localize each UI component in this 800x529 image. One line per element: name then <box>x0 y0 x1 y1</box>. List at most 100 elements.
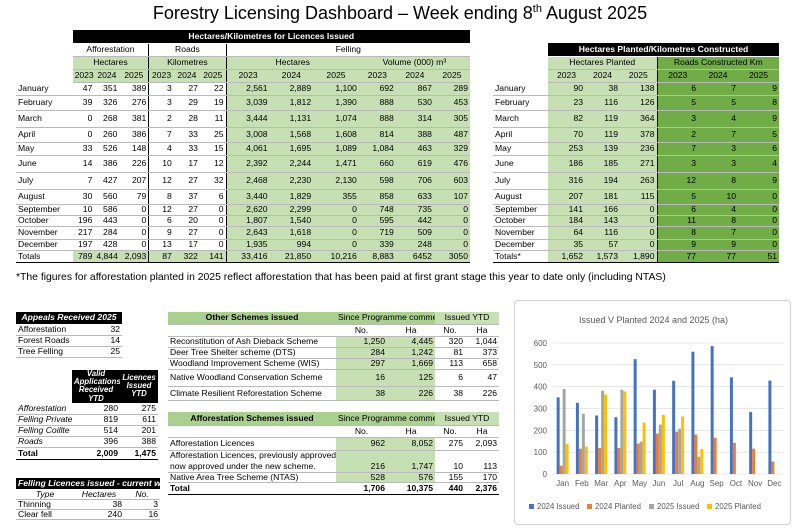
app-type: Roads <box>16 436 72 448</box>
month-row: April 0 260 386 7 33 25 3,008 1,568 1,608 814 388 48… <box>16 127 470 143</box>
cell-value: 57 <box>585 239 620 251</box>
col-ha: Ha <box>465 324 500 337</box>
cell-value: 660 <box>358 155 396 173</box>
felling-hectares: 38 <box>74 499 124 510</box>
scheme-ha: 125 <box>387 369 436 387</box>
cell-value: 0 <box>119 215 149 227</box>
month-label: April <box>16 127 73 143</box>
app-type: Felling Coillte <box>16 425 72 437</box>
month-row: December 197 428 0 13 17 0 1,935 994 0 339 248 0 <box>16 239 470 251</box>
year-header: 2023 <box>148 69 174 83</box>
cell-value: 0 <box>72 127 95 143</box>
cell-value: 3 <box>698 142 738 156</box>
cell-value: 184 <box>548 215 585 227</box>
cell-value: 1,084 <box>358 142 396 156</box>
group-roads: Roads <box>148 43 227 57</box>
col-ha: Ha <box>387 324 436 337</box>
cell-value: 9 <box>738 82 780 96</box>
cell-value: 1,131 <box>269 110 314 128</box>
year-header: 2023 <box>656 69 698 83</box>
scheme-ha: 576 <box>387 472 436 483</box>
cell-value: 8 <box>698 172 738 190</box>
cell-value: 888 <box>358 95 396 111</box>
cell-value: 428 <box>94 239 120 251</box>
cell-value: 487 <box>433 127 470 143</box>
cell-value: 226 <box>119 155 149 173</box>
cell-value: 2 <box>148 110 174 128</box>
month-row: December 35 57 0 9 9 0 <box>493 239 780 251</box>
cell-value: 0 <box>738 204 780 216</box>
cell-value: 719 <box>358 226 396 240</box>
month-row: October 196 443 0 6 20 0 1,807 1,540 0 595 442 0 <box>16 215 470 227</box>
x-tick-label: Apr <box>614 479 627 488</box>
appeal-label: Forest Roads <box>16 335 88 347</box>
bar <box>636 443 640 474</box>
y-tick-label: 200 <box>534 426 548 435</box>
bar <box>697 456 701 474</box>
total-value: 141 <box>199 249 227 263</box>
cell-value: 3,444 <box>225 110 270 128</box>
bar <box>642 422 646 474</box>
cell-value: 1,695 <box>269 142 314 156</box>
scheme-total-ytd-no: 440 <box>435 481 466 495</box>
month-row: November 217 284 0 9 27 0 2,643 1,618 0 719 509 0 <box>16 226 470 240</box>
bar <box>581 413 585 474</box>
felling-hectares: 240 <box>74 509 124 520</box>
month-row: January 90 38 138 6 7 9 <box>493 82 780 96</box>
cell-value: 33 <box>72 142 95 156</box>
month-label: April <box>493 127 548 143</box>
total-value: 87 <box>148 249 174 263</box>
cell-value: 82 <box>548 110 585 128</box>
cell-value: 11 <box>199 110 227 128</box>
total-value: 1,652 <box>548 249 585 263</box>
month-label: June <box>493 155 548 173</box>
cell-value: 0 <box>199 204 227 216</box>
footnote: *The figures for afforestation planted i… <box>16 272 666 283</box>
cell-value: 38 <box>585 82 620 96</box>
cell-value: 0 <box>433 215 470 227</box>
cell-value: 8 <box>656 226 698 240</box>
year-header: 2023 <box>72 69 95 83</box>
x-tick-label: Jan <box>556 479 569 488</box>
bar <box>700 448 704 474</box>
total-value: 51 <box>738 249 780 263</box>
cell-value: 8 <box>148 189 174 205</box>
scheme-name: Native Area Tree Scheme (NTAS) <box>168 472 336 483</box>
felling-type: Thinning <box>16 499 74 510</box>
scheme-ha: 1,747 <box>387 461 436 473</box>
scheme-name: Afforestation Licences <box>168 437 336 451</box>
cell-value: 5 <box>656 95 698 111</box>
cell-value: 3 <box>656 155 698 173</box>
bar <box>623 391 627 474</box>
cell-value: 0 <box>199 226 227 240</box>
cell-value: 526 <box>94 142 120 156</box>
scheme-ytd-no: 155 <box>435 472 466 483</box>
bar <box>559 465 563 474</box>
cell-value: 3 <box>698 155 738 173</box>
month-label: September <box>493 204 548 216</box>
scheme-total-label: Total <box>168 481 336 495</box>
x-tick-label: Jun <box>652 479 665 488</box>
scheme-ytd-no: 81 <box>435 347 466 359</box>
year-header: 2025 <box>433 69 470 83</box>
cell-value: 858 <box>358 189 396 205</box>
month-row: August 207 181 115 5 10 0 <box>493 189 780 205</box>
month-row: October 184 143 0 11 8 0 <box>493 215 780 227</box>
cell-value: 276 <box>119 95 149 111</box>
scheme-ha: 1,242 <box>387 347 436 359</box>
bar <box>565 443 569 474</box>
year-header: 2025 <box>313 69 359 83</box>
cell-value: 207 <box>119 172 149 190</box>
scheme-row: Woodland Improvement Scheme (WIS) 297 1,66… <box>168 358 500 370</box>
month-label: August <box>493 189 548 205</box>
col-no: No. <box>336 324 387 337</box>
total-value: 77 <box>656 249 698 263</box>
app-type: Felling Private <box>16 414 72 426</box>
cell-value: 3,440 <box>225 189 270 205</box>
bar <box>556 397 560 474</box>
bar <box>578 448 582 474</box>
month-label: January <box>16 82 73 96</box>
applications-table: Valid Applications Received YTD Licences… <box>16 370 158 460</box>
year-header: 2024 <box>94 69 120 83</box>
cell-value: 6 <box>656 82 698 96</box>
